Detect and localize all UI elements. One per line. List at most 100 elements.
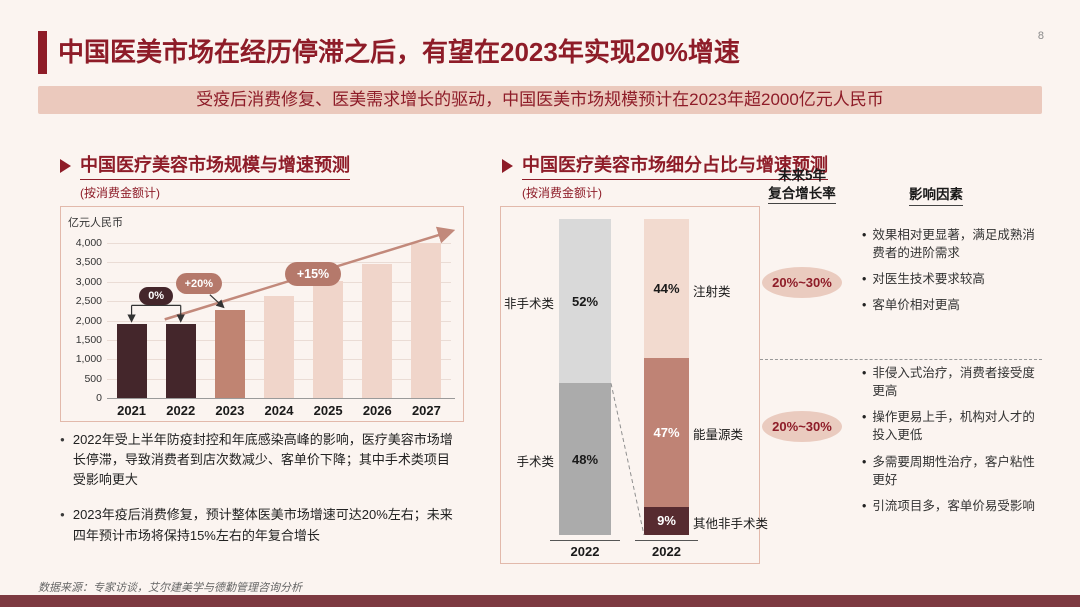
bullet-dot-icon: • (862, 498, 867, 513)
bullet-text: 2023年疫后消费修复，预计整体医美市场增速可达20%左右；未来四年预计市场将保… (72, 507, 453, 543)
breakdown-dashed-connector (610, 383, 645, 536)
factor-item: • 效果相对更显著，满足成熟消费者的进阶需求 (862, 226, 1038, 262)
factor-text: 操作更易上手，机构对人才的投入更低 (872, 410, 1035, 443)
x-tick-2026: 2026 (362, 403, 392, 418)
left-section-title: 中国医疗美容市场规模与增速预测 (80, 151, 350, 180)
growth-header-line2: 复合增长率 (768, 185, 836, 205)
y-axis-tick: 2,500 (75, 295, 102, 308)
bullet-dot-icon: • (862, 366, 867, 380)
growth-column-header: 未来5年 复合增长率 (752, 167, 852, 205)
factor-text: 多需要周期性治疗，客户粘性更好 (872, 454, 1035, 487)
y-axis-tick: 1,000 (75, 353, 102, 366)
factor-item: • 客单价相对更高 (862, 296, 1038, 314)
bullet-item: ● 2023年疫后消费修复，预计整体医美市场增速可达20%左右；未来四年预计市场将… (60, 505, 462, 545)
factor-text: 非侵入式治疗，消费者接受度更高 (872, 366, 1035, 399)
right-section-header: 中国医疗美容市场细分占比与增速预测 (502, 151, 828, 180)
growth-rate-badge-nonsurgical: 20%~30% (762, 267, 842, 298)
bullet-text: 2022年受上半年防疫封控和年底感染高峰的影响，医疗美容市场增长停滞，导致消费者… (72, 432, 453, 488)
segment-label-其他非手术类: 其他非手术类 (693, 516, 769, 531)
factor-item: • 操作更易上手，机构对人才的投入更低 (862, 408, 1038, 444)
bullet-dot-icon: • (862, 298, 867, 313)
segment-手术类: 48% (559, 383, 611, 535)
x-axis-line (635, 540, 698, 541)
y-axis-tick: 2,000 (75, 314, 102, 327)
segment-能量源类: 47% (644, 358, 689, 507)
growth-rate-badge-energy: 20%~30% (762, 411, 842, 442)
left-section-subtitle: (按消费金额计) (80, 186, 160, 200)
segment-label-手术类: 手术类 (516, 455, 554, 470)
factor-text: 引流项目多，客单价易受影响 (872, 498, 1035, 513)
segment-其他非手术类: 9% (644, 506, 689, 535)
bottom-accent-strip (0, 595, 1080, 607)
x-tick-2024: 2024 (264, 403, 294, 418)
y-axis-tick: 4,000 (75, 237, 102, 249)
growth-header-line1: 未来5年 (777, 168, 826, 183)
factor-item: • 对医生技术要求较高 (862, 270, 1038, 288)
y-gridline (107, 243, 451, 244)
x-axis-line (550, 540, 620, 541)
factor-item: • 非侵入式治疗，消费者接受度更高 (862, 364, 1038, 400)
x-tick-2022: 2022 (166, 403, 196, 418)
bullet-dot-icon: • (862, 272, 867, 287)
annotation-cagr: +15% (285, 261, 341, 286)
y-gridline (107, 262, 451, 264)
bar-2023 (214, 309, 245, 398)
y-gridline (107, 281, 451, 283)
segment-share-stacked-chart: 52% 非手术类 48% 手术类 2022 44% 注射类 47% 能量源类 9% 其他非手术类 20… (500, 206, 768, 564)
bullet-dot-icon: ● (60, 510, 65, 520)
x-tick-2023: 2023 (215, 403, 245, 418)
segment-注射类: 44% (644, 219, 689, 359)
y-axis-tick: 0 (96, 392, 102, 404)
bullet-dot-icon: • (862, 454, 867, 469)
segment-label-能量源类: 能量源类 (693, 428, 744, 443)
subtitle-banner: 受疫后消费修复、医美需求增长的驱动，中国医美市场规模预计在2023年超2000亿… (38, 86, 1042, 114)
bar-2024 (264, 296, 294, 398)
left-section-header: 中国医疗美容市场规模与增速预测 (60, 151, 350, 180)
bullet-dot-icon: ● (60, 435, 65, 444)
x-tick-2021: 2021 (117, 403, 147, 418)
bar-2025 (313, 280, 344, 398)
bullet-dot-icon: • (862, 410, 867, 425)
segment-label-非手术类: 非手术类 (503, 297, 554, 312)
bar-2026 (362, 263, 393, 398)
factors-header-label: 影响因素 (909, 186, 963, 206)
segment-label-注射类: 注射类 (693, 284, 731, 299)
y-axis-tick: 3,000 (75, 275, 102, 288)
x-tick-label: 2022 (570, 544, 600, 559)
factor-item: • 多需要周期性治疗，客户粘性更好 (862, 453, 1038, 489)
title-accent-bar (38, 31, 47, 74)
market-size-bar-chart: 亿元人民币 0 500 1,000 1,500 2,000 2,500 3,000 3,500… (60, 206, 464, 422)
y-axis-tick: 500 (84, 372, 102, 385)
factor-text: 客单价相对更高 (872, 298, 960, 313)
section-marker-icon (60, 158, 71, 173)
factors-column-header: 影响因素 (886, 186, 986, 206)
y-axis-tick: 3,500 (75, 256, 102, 269)
x-axis-line (107, 398, 455, 399)
factor-item: • 引流项目多，客单价易受影响 (862, 497, 1038, 515)
factor-group-2: • 非侵入式治疗，消费者接受度更高 • 操作更易上手，机构对人才的投入更低 • 多需要周期… (862, 364, 1038, 523)
factor-group-1: • 效果相对更显著，满足成熟消费者的进阶需求 • 对医生技术要求较高 • 客单价相对更高 (862, 226, 1038, 323)
x-tick-label: 2022 (652, 544, 681, 559)
x-tick-2027: 2027 (411, 403, 441, 418)
left-bullet-list: ● 2022年受上半年防疫封控和年底感染高峰的影响，医疗美容市场增长停滞，导致消费… (60, 430, 462, 561)
y-axis-tick: 1,500 (75, 333, 102, 346)
section-marker-icon (502, 158, 513, 173)
y-axis-title: 亿元人民币 (68, 217, 123, 229)
annotation-2023-growth: +20% (175, 273, 222, 295)
bar-2027 (411, 243, 442, 398)
page-number: 8 (1037, 30, 1044, 42)
factor-text: 效果相对更显著，满足成熟消费者的进阶需求 (872, 228, 1035, 261)
dashed-separator (760, 359, 1042, 360)
data-source-note: 数据来源：专家访谈，艾尔建美学与德勤管理咨询分析 (38, 582, 302, 594)
bullet-dot-icon: • (862, 228, 867, 242)
factor-text: 对医生技术要求较高 (872, 272, 985, 287)
segment-非手术类: 52% (559, 219, 611, 384)
x-tick-2025: 2025 (313, 403, 343, 418)
bullet-item: ● 2022年受上半年防疫封控和年底感染高峰的影响，医疗美容市场增长停滞，导致消费… (60, 430, 462, 490)
right-section-subtitle: (按消费金额计) (522, 186, 602, 200)
bar-2021 (116, 324, 147, 398)
slide-title: 中国医美市场在经历停滞之后，有望在2023年实现20%增速 (58, 37, 740, 67)
right-section-title: 中国医疗美容市场细分占比与增速预测 (522, 151, 828, 180)
bar-2022 (165, 324, 196, 398)
